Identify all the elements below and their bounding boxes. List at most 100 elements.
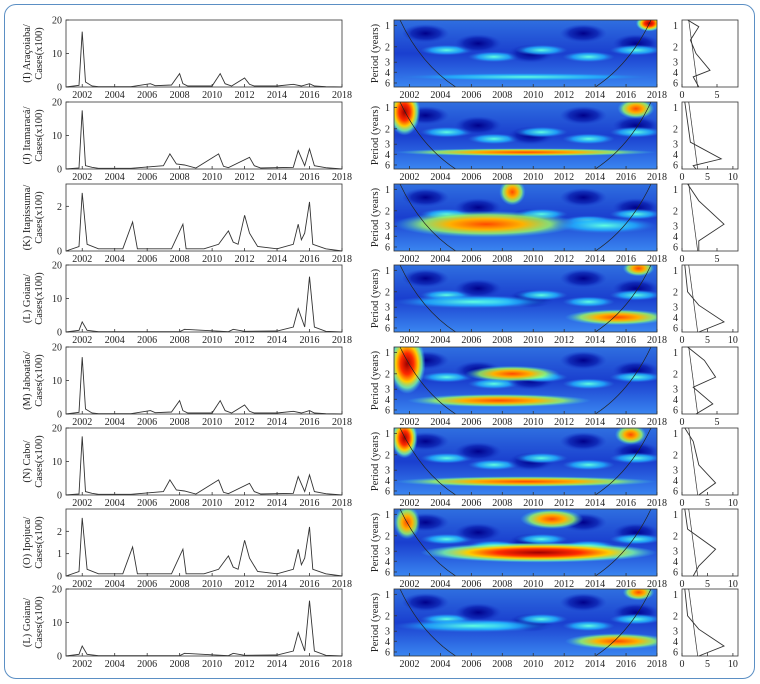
global-xtick-label: 0 [680, 254, 685, 265]
wavelet-xtick-label: 2010 [523, 659, 543, 670]
global-period-tick-label: 3 [673, 58, 678, 69]
high-power-region [617, 102, 655, 119]
period-tick-label: 3 [385, 222, 390, 233]
ytick-label: 0 [57, 83, 62, 94]
global-power-line [684, 264, 725, 333]
period-tick-label: 3 [385, 547, 390, 558]
wavelet-xtick-label: 2012 [554, 254, 574, 265]
period-tick-label: 2 [385, 531, 390, 542]
wavelet-xtick-label: 2012 [554, 90, 574, 101]
wavelet-power-map [394, 347, 657, 414]
period-tick-label: 4 [385, 557, 390, 568]
global-period-tick-label: 1 [673, 185, 678, 196]
ylabel-line1: (O) Ipojuca/ [22, 517, 33, 569]
xtick-label: 2006 [137, 659, 157, 670]
wavelet-power-map [394, 184, 657, 251]
ylabel-line1: (J) Itamaracá/ [22, 106, 33, 164]
high-power-region [564, 633, 657, 650]
period-tick-label: 1 [385, 103, 390, 114]
global-xtick-label: 5 [705, 498, 710, 509]
period-tick-label: 4 [385, 313, 390, 324]
wavelet-xtick-label: 2014 [585, 172, 605, 183]
ylabel-line1: (L) Goiana/ [22, 274, 33, 323]
global-xtick-label: 5 [705, 659, 710, 670]
significance-line [688, 588, 699, 657]
period-tick-label: 4 [385, 476, 390, 487]
wavelet-xtick-label: 2016 [616, 172, 636, 183]
period-tick-label: 4 [385, 68, 390, 79]
cases-series-line [65, 276, 343, 333]
significance-line [688, 101, 699, 170]
low-power-region [559, 188, 608, 207]
period-tick-label: 4 [385, 232, 390, 243]
global-period-tick-label: 3 [673, 547, 678, 558]
cone-of-influence-right [594, 428, 652, 495]
xtick-label: 2016 [300, 659, 320, 670]
wavelet-xtick-label: 2010 [523, 90, 543, 101]
medium-power-region [467, 51, 521, 63]
xtick-label: 2014 [267, 254, 287, 265]
xtick-label: 2016 [300, 172, 320, 183]
wavelet-xtick-label: 2002 [399, 172, 419, 183]
xtick-label: 2014 [267, 90, 287, 101]
wavelet-axes [393, 508, 658, 577]
medium-power-region [514, 533, 568, 545]
medium-power-region [467, 459, 521, 471]
global-xtick-label: 5 [705, 172, 710, 183]
global-xtick-label: 10 [728, 579, 738, 590]
ytick-label: 10 [52, 294, 62, 305]
global-period-tick-label: 1 [673, 510, 678, 521]
xtick-label: 2012 [235, 172, 255, 183]
wavelet-xtick-label: 2008 [492, 172, 512, 183]
global-period-tick-label: 6 [673, 242, 678, 253]
global-period-tick-label: 2 [673, 42, 678, 53]
period-tick-label: 6 [385, 242, 390, 253]
period-tick-label: 3 [385, 385, 390, 396]
wavelet-xtick-label: 2016 [616, 417, 636, 428]
high-power-region [520, 509, 584, 530]
global-power-line [687, 346, 717, 415]
global-period-tick-label: 1 [673, 348, 678, 359]
global-power-line [684, 101, 723, 170]
ylabel-line2: Cases(x100) [34, 109, 45, 162]
wavelet-xtick-label: 2006 [461, 579, 481, 590]
low-power-region [559, 106, 608, 125]
wavelet-xtick-label: 2014 [585, 417, 605, 428]
medium-power-region [562, 51, 615, 63]
global-period-tick-label: 3 [673, 385, 678, 396]
wavelet-xtick-label: 2010 [523, 335, 543, 346]
global-period-tick-label: 2 [673, 206, 678, 217]
xtick-label: 2014 [267, 659, 287, 670]
period-tick-label: 1 [385, 348, 390, 359]
xtick-label: 2002 [72, 335, 92, 346]
period-tick-label: 4 [385, 395, 390, 406]
ytick-label: 0 [57, 247, 62, 258]
xtick-label: 2010 [202, 659, 222, 670]
low-power-region [559, 593, 608, 612]
xtick-label: 2004 [105, 579, 125, 590]
timeseries-axes [65, 101, 343, 170]
timeseries-axes [65, 427, 343, 496]
wavelet-xtick-label: 2018 [647, 417, 667, 428]
wavelet-axes [393, 101, 658, 170]
period-tick-label: 2 [385, 124, 390, 135]
xtick-label: 2004 [105, 498, 125, 509]
ytick-label: 0 [57, 491, 62, 502]
wavelet-axes [393, 427, 658, 496]
global-spectrum-axes [681, 19, 739, 88]
wavelet-xtick-label: 2012 [554, 335, 574, 346]
low-power-region [401, 24, 450, 43]
xtick-label: 2012 [235, 579, 255, 590]
ylabel-line2: Cases(x100) [34, 27, 45, 80]
global-period-tick-label: 1 [673, 266, 678, 277]
medium-power-region [514, 452, 568, 464]
cone-of-influence-left [399, 102, 457, 169]
global-period-tick-label: 2 [673, 287, 678, 298]
wavelet-xtick-label: 2008 [492, 498, 512, 509]
cone-of-influence-left [399, 428, 457, 495]
wavelet-axes [393, 264, 658, 333]
global-period-tick-label: 4 [673, 637, 678, 648]
medium-power-region [514, 44, 568, 56]
